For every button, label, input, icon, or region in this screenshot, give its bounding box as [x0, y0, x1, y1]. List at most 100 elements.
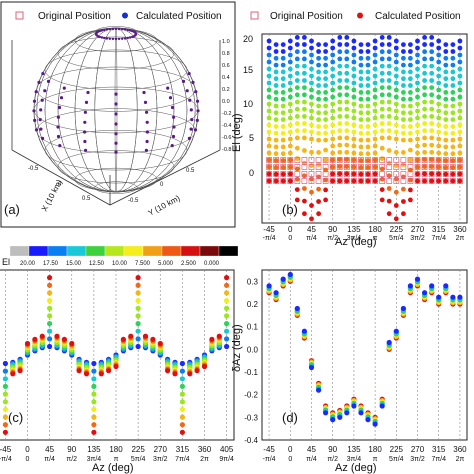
calculated-point [224, 305, 230, 311]
calculated-point [91, 406, 97, 412]
panel-b-points [266, 35, 463, 222]
original-point [329, 171, 336, 177]
calculated-point [429, 99, 435, 105]
calculated-point [224, 290, 230, 296]
calculated-point [393, 149, 399, 155]
calculated-point [372, 122, 378, 128]
calculated-point [422, 157, 427, 162]
calculated-point [337, 42, 343, 47]
original-point [308, 164, 315, 170]
x-tick: -45 [263, 445, 275, 454]
calculated-point [429, 157, 435, 162]
calculated-point [415, 150, 420, 156]
calculated-point [330, 417, 336, 423]
calculated-point [429, 149, 435, 155]
calculated-point [358, 69, 364, 75]
calculated-point [69, 340, 75, 347]
calculated-point [429, 128, 435, 134]
calculated-point [330, 101, 336, 107]
original-point [442, 178, 449, 184]
calculated-point [344, 42, 350, 47]
x-tick: 225 [390, 445, 404, 454]
calculated-point [344, 78, 350, 83]
calculated-point [457, 59, 463, 65]
calculated-point [280, 151, 286, 157]
calculated-point [365, 124, 371, 129]
calculated-point [372, 52, 378, 58]
sphere-latitude [94, 181, 138, 194]
calculated-point [401, 55, 406, 61]
calculated-point [179, 414, 185, 420]
calculated-point [351, 101, 357, 107]
calculated-point [280, 171, 286, 177]
colorbar-tick: 10.00 [112, 261, 128, 267]
calculated-point [443, 178, 449, 184]
calculated-point [273, 171, 279, 177]
panel-d-y-ticks: 0.3 0.2 0.1 0.0 -0.1 -0.2 -0.3 -0.4 [244, 277, 258, 445]
calculated-point [386, 186, 392, 191]
calculated-point [266, 115, 272, 121]
calculated-point [401, 137, 406, 143]
sphere-point [114, 141, 118, 145]
colorbar-tick: 17.50 [43, 261, 59, 267]
calculated-point [266, 178, 272, 184]
calculated-point [415, 94, 420, 100]
calculated-point [330, 108, 336, 114]
calculated-point [337, 106, 343, 112]
sphere-point [187, 72, 191, 76]
x-tick: 0 [288, 445, 293, 454]
calculated-point [316, 124, 321, 129]
calculated-point [224, 282, 230, 288]
calculated-point [415, 59, 420, 65]
calculated-point [386, 42, 392, 47]
calculated-point [436, 108, 442, 114]
original-point [266, 178, 272, 184]
calculated-point [309, 45, 314, 51]
calculated-point [294, 63, 300, 69]
calculated-point [386, 128, 392, 134]
colorbar-tick: 12.50 [89, 261, 105, 267]
panel-b-legend-calculated-marker [357, 12, 363, 19]
calculated-point [443, 69, 449, 75]
calculated-point [309, 52, 314, 58]
calculated-point [351, 403, 357, 409]
calculated-point [372, 157, 378, 163]
calculated-point [201, 363, 208, 370]
calculated-point [323, 90, 328, 95]
x-tick-radian: π/2 [327, 456, 338, 463]
calculated-point [386, 198, 392, 204]
x-tick-radian: π/4 [306, 235, 317, 242]
original-point [294, 164, 301, 170]
calculated-point [401, 124, 406, 129]
calculated-point [393, 203, 399, 208]
sphere-point [189, 108, 193, 112]
calculated-point [2, 383, 8, 389]
calculated-point [393, 80, 399, 86]
calculated-point [457, 115, 463, 121]
x-tick-radian: π [373, 456, 378, 463]
calculated-point [2, 360, 8, 367]
calculated-point [287, 115, 293, 121]
calculated-point [316, 110, 321, 116]
calculated-point [429, 49, 435, 55]
sphere-point [145, 130, 149, 134]
calculated-point [443, 158, 449, 163]
calculated-point [266, 150, 272, 156]
calculated-point [408, 90, 413, 95]
x-tick-radian: 5π/4 [131, 456, 146, 463]
calculated-point [365, 117, 371, 122]
calculated-point [450, 76, 456, 82]
calculated-point [372, 59, 378, 65]
z-tick: -0.6 [222, 135, 231, 141]
calculated-point [393, 163, 399, 169]
calculated-point [415, 171, 420, 177]
calculated-point [302, 35, 307, 40]
y-tick: 0 [160, 182, 164, 188]
calculated-point [135, 298, 141, 304]
calculated-point [450, 124, 456, 129]
calculated-point [309, 163, 314, 169]
calculated-point [365, 69, 371, 75]
original-point [372, 157, 378, 163]
calculated-point [224, 328, 230, 334]
calculated-point [323, 62, 328, 68]
